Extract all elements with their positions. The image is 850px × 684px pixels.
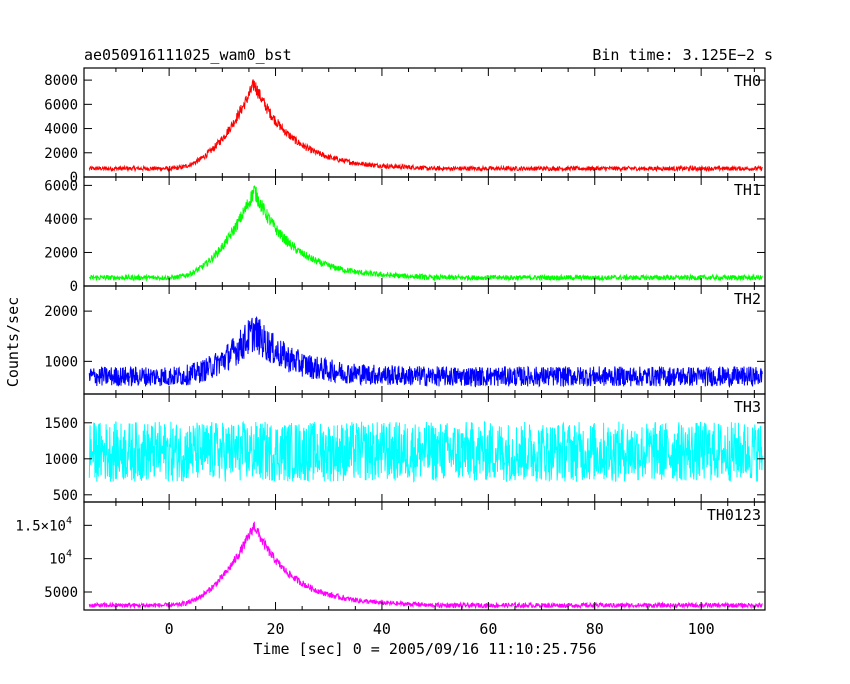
- chart-title: ae050916111025_wam0_bst: [84, 46, 292, 64]
- y-tick-label: 1.5×104: [15, 515, 72, 534]
- y-tick-label: 8000: [44, 73, 78, 89]
- y-tick-label: 500: [53, 488, 78, 504]
- y-tick-label: 1000: [44, 452, 78, 468]
- y-tick-label: 4000: [44, 122, 78, 138]
- x-tick-label: 40: [373, 620, 391, 638]
- x-tick-label: 0: [165, 620, 174, 638]
- x-axis-label: Time [sec] 0 = 2005/09/16 11:10:25.756: [253, 640, 596, 658]
- x-tick-label: 20: [267, 620, 285, 638]
- series-th1-line: [88, 185, 763, 283]
- y-tick-label: 2000: [44, 245, 78, 261]
- x-tick-label: 100: [688, 620, 715, 638]
- y-tick-label: 1000: [44, 354, 78, 370]
- panel-label-th0123: TH0123: [707, 506, 761, 524]
- panel-label-th0: TH0: [734, 72, 761, 90]
- y-tick-label: 6000: [44, 97, 78, 113]
- y-tick-label: 2000: [44, 146, 78, 162]
- panel-label-th2: TH2: [734, 290, 761, 308]
- series-th0123-line: [88, 521, 763, 610]
- y-tick-label: 5000: [44, 585, 78, 601]
- y-tick-label: 104: [49, 549, 72, 568]
- y-tick-label: 6000: [44, 178, 78, 194]
- y-tick-label: 2000: [44, 304, 78, 320]
- panel-frame-th0123: [83, 501, 766, 611]
- series-th2-line: [88, 315, 763, 389]
- bin-time-label: Bin time: 3.125E−2 s: [592, 46, 773, 64]
- series-th3-line: [88, 420, 763, 483]
- x-tick-label: 80: [586, 620, 604, 638]
- panel-frame-th1: [83, 176, 766, 287]
- y-tick-label: 4000: [44, 212, 78, 228]
- y-tick-label: 1500: [44, 416, 78, 432]
- y-tick-label: 0: [70, 279, 78, 295]
- series-th0-line: [88, 79, 763, 173]
- y-axis-label: Counts/sec: [4, 297, 22, 387]
- x-tick-label: 60: [479, 620, 497, 638]
- y-tick-label: 0: [70, 170, 78, 186]
- panel-label-th3: TH3: [734, 398, 761, 416]
- panel-frame-th0: [83, 67, 766, 178]
- panel-label-th1: TH1: [734, 181, 761, 199]
